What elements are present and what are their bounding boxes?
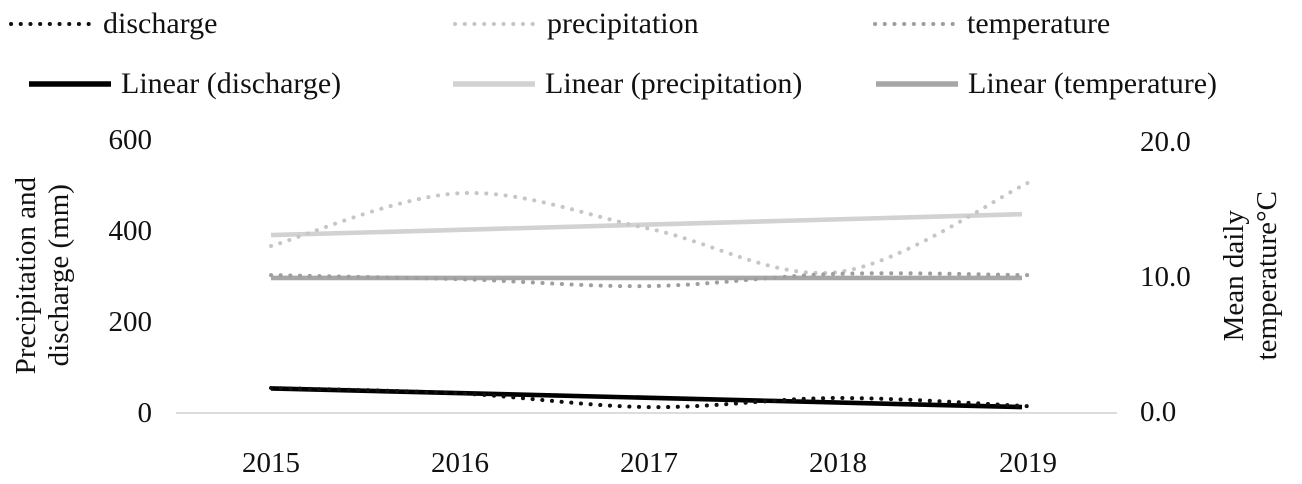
series-linear-precipitation-line: [270, 211, 1023, 238]
legend-label: Linear (discharge): [121, 67, 342, 100]
series-precipitation-line: [269, 180, 1030, 275]
left-axis-tick-0: 0: [137, 397, 153, 429]
legend-item-precipitation: precipitation: [452, 3, 699, 45]
solid-line-swatch-icon: [29, 81, 111, 87]
x-axis-label-2016: 2016: [431, 447, 489, 479]
solid-line-swatch-icon: [453, 81, 535, 87]
left-axis-tick-200: 200: [108, 306, 153, 338]
x-axis-label-2019: 2019: [999, 447, 1057, 479]
left-axis-tick-600: 600: [108, 124, 153, 156]
solid-line-swatch-icon: [876, 81, 958, 87]
left-axis-tick-400: 400: [108, 215, 153, 247]
legend-label: precipitation: [547, 7, 699, 40]
series-temperature-line: [269, 271, 1030, 289]
x-axis-label-2018: 2018: [809, 447, 867, 479]
dotted-line-swatch-icon: [873, 22, 959, 26]
legend-label: temperature: [967, 7, 1111, 40]
series-linear-discharge-line: [270, 386, 1023, 410]
legend-item-linear-temperature: Linear (temperature): [873, 63, 1217, 105]
right-axis-tick-20: 20.0: [1140, 126, 1191, 158]
legend-item-linear-precipitation: Linear (precipitation): [450, 63, 802, 105]
legend-label: Linear (temperature): [968, 67, 1218, 100]
legend-item-discharge: discharge: [8, 3, 217, 45]
dotted-line-swatch-icon: [9, 22, 95, 26]
right-axis-tick-10: 10.0: [1140, 261, 1191, 293]
x-axis-label-2015: 2015: [242, 447, 300, 479]
dotted-line-swatch-icon: [453, 22, 539, 26]
legend-label: Linear (precipitation): [545, 67, 803, 100]
legend-item-linear-discharge: Linear (discharge): [26, 63, 341, 105]
right-axis-tick-0: 0.0: [1140, 396, 1177, 428]
x-axis-label-2017: 2017: [620, 447, 678, 479]
series-discharge-line: [269, 386, 1030, 410]
legend-item-temperature: temperature: [872, 3, 1110, 45]
legend-label: discharge: [103, 7, 218, 40]
